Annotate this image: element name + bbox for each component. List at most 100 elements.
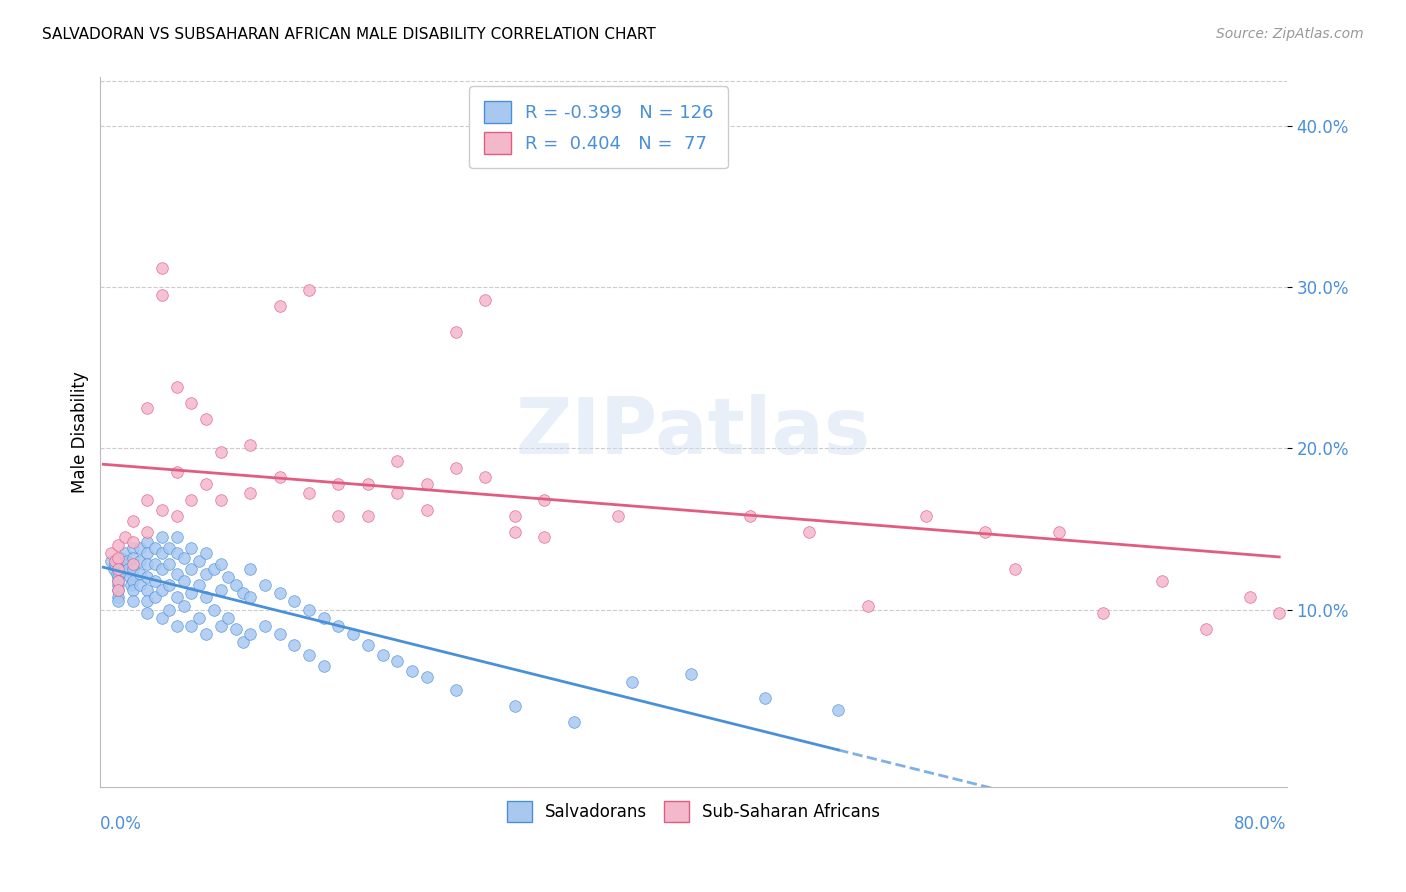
Y-axis label: Male Disability: Male Disability — [72, 371, 89, 493]
Point — [100, 554, 122, 568]
Point — [166, 380, 188, 394]
Point — [166, 509, 188, 524]
Point — [415, 502, 437, 516]
Point — [269, 586, 291, 600]
Point — [503, 509, 526, 524]
Point — [533, 530, 555, 544]
Point — [312, 659, 335, 673]
Point — [217, 610, 239, 624]
Point — [606, 509, 628, 524]
Point — [1091, 606, 1114, 620]
Point — [105, 567, 128, 582]
Point — [104, 558, 127, 572]
Point — [298, 648, 321, 662]
Point — [298, 602, 321, 616]
Point — [503, 525, 526, 540]
Text: 0.0%: 0.0% — [100, 815, 142, 833]
Point — [209, 583, 232, 598]
Point — [444, 325, 467, 339]
Point — [209, 492, 232, 507]
Point — [107, 594, 129, 608]
Point — [129, 541, 152, 556]
Point — [474, 470, 496, 484]
Point — [269, 300, 291, 314]
Point — [357, 509, 380, 524]
Text: ZIPatlas: ZIPatlas — [516, 394, 870, 470]
Point — [474, 293, 496, 307]
Point — [166, 546, 188, 560]
Point — [121, 514, 143, 528]
Point — [107, 574, 129, 588]
Point — [136, 583, 159, 598]
Point — [107, 583, 129, 598]
Point — [239, 590, 262, 604]
Point — [114, 546, 136, 560]
Point — [107, 583, 129, 598]
Point — [107, 551, 129, 566]
Point — [1195, 622, 1218, 636]
Point — [387, 454, 409, 468]
Point — [283, 594, 305, 608]
Point — [195, 546, 218, 560]
Point — [121, 594, 143, 608]
Point — [298, 283, 321, 297]
Point — [239, 562, 262, 576]
Point — [180, 618, 202, 632]
Point — [180, 541, 202, 556]
Point — [195, 590, 218, 604]
Point — [121, 583, 143, 598]
Point — [143, 558, 166, 572]
Point — [1047, 525, 1070, 540]
Point — [150, 288, 173, 302]
Point — [150, 260, 173, 275]
Point — [136, 492, 159, 507]
Point — [387, 654, 409, 668]
Point — [143, 590, 166, 604]
Point — [103, 562, 125, 576]
Point — [118, 570, 141, 584]
Point — [166, 530, 188, 544]
Point — [232, 635, 254, 649]
Point — [136, 546, 159, 560]
Point — [150, 610, 173, 624]
Point — [187, 554, 209, 568]
Point — [114, 530, 136, 544]
Point — [150, 502, 173, 516]
Point — [269, 626, 291, 640]
Point — [129, 554, 152, 568]
Point — [415, 670, 437, 684]
Point — [121, 551, 143, 566]
Point — [269, 470, 291, 484]
Point — [253, 618, 276, 632]
Point — [115, 554, 138, 568]
Point — [150, 562, 173, 576]
Point — [283, 638, 305, 652]
Point — [328, 509, 350, 524]
Point — [209, 444, 232, 458]
Point — [107, 538, 129, 552]
Point — [180, 562, 202, 576]
Point — [107, 562, 129, 576]
Point — [159, 578, 181, 592]
Point — [503, 699, 526, 714]
Point — [754, 691, 776, 706]
Point — [112, 564, 135, 578]
Point — [328, 618, 350, 632]
Point — [121, 558, 143, 572]
Point — [129, 567, 152, 582]
Point — [150, 530, 173, 544]
Point — [143, 541, 166, 556]
Point — [827, 702, 849, 716]
Point — [173, 551, 195, 566]
Point — [253, 578, 276, 592]
Point — [232, 586, 254, 600]
Point — [159, 541, 181, 556]
Point — [298, 486, 321, 500]
Point — [681, 667, 703, 681]
Point — [681, 127, 703, 141]
Point — [239, 626, 262, 640]
Point — [239, 438, 262, 452]
Point — [562, 715, 585, 730]
Point — [357, 638, 380, 652]
Point — [797, 525, 820, 540]
